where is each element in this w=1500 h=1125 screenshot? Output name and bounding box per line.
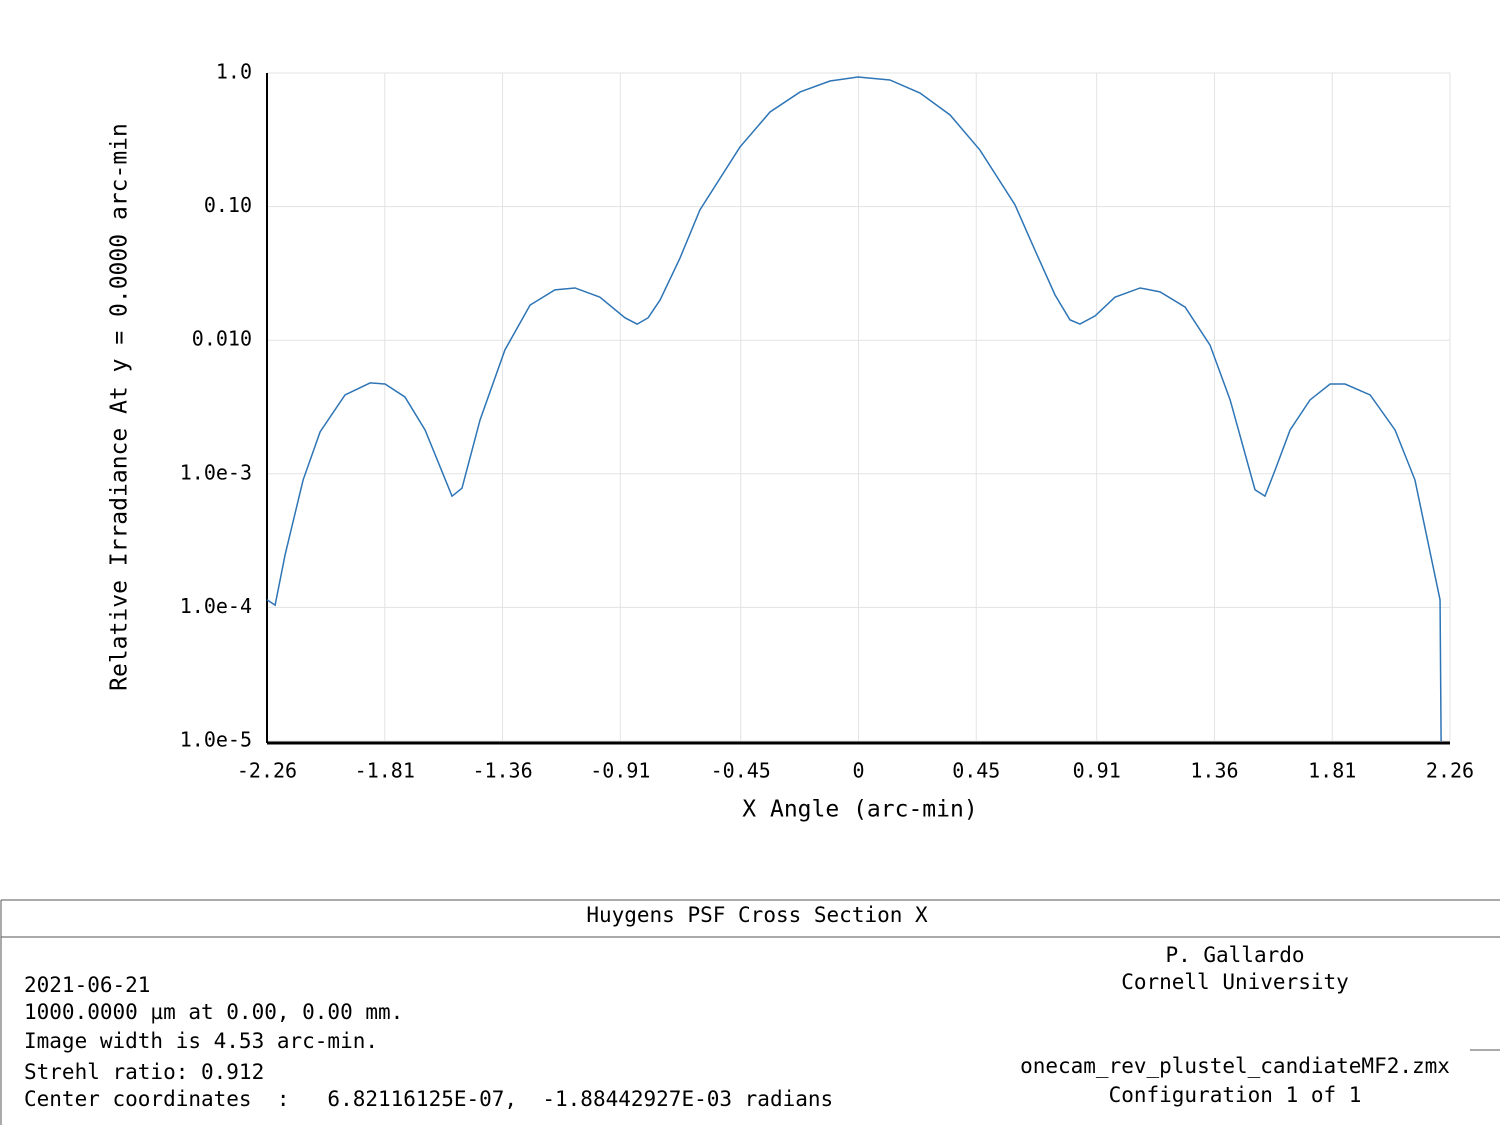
institution: Cornell University [1121,970,1349,994]
y-tick-label: 1.0e-3 [180,460,252,484]
info-line: Image width is 4.53 arc-min. [24,1029,378,1053]
x-tick-label: -2.26 [237,759,297,783]
x-tick-label: 1.36 [1190,759,1238,783]
x-axis-label: X Angle (arc-min) [742,797,977,823]
footer-title: Huygens PSF Cross Section X [586,903,928,927]
x-tick-label: -1.36 [472,759,532,783]
y-axis-label: Relative Irradiance At y = 0.0000 arc-mi… [107,123,133,691]
info-line: Center coordinates : 6.82116125E-07, -1.… [24,1087,833,1111]
y-tick-label: 0.10 [204,193,252,217]
y-tick-label: 1.0e-4 [180,594,252,618]
y-tick-label: 0.010 [192,327,252,351]
x-tick-label: -0.45 [711,759,771,783]
author: P. Gallardo [1165,943,1304,967]
x-tick-label: 0 [852,759,864,783]
x-tick-label: 0.45 [952,759,1000,783]
info-line: 1000.0000 µm at 0.00, 0.00 mm. [24,1000,403,1024]
info-line: 2021-06-21 [24,973,150,997]
y-tick-label: 1.0e-5 [180,728,252,752]
x-tick-label: -1.81 [355,759,415,783]
x-tick-label: 0.91 [1073,759,1121,783]
info-line: Strehl ratio: 0.912 [24,1060,264,1084]
x-tick-label: -0.91 [590,759,650,783]
configuration: Configuration 1 of 1 [1109,1083,1362,1107]
file-name: onecam_rev_plustel_candiateMF2.zmx [1020,1054,1450,1078]
y-tick-label: 1.0 [216,60,252,84]
x-tick-label: 1.81 [1308,759,1356,783]
plot-area: -2.26 -1.81 -1.36 -0.91 -0.45 0 0.45 0.91 1.36 1.… [180,60,1474,783]
x-tick-label: 2.26 [1426,759,1474,783]
data-line [266,76,1442,742]
